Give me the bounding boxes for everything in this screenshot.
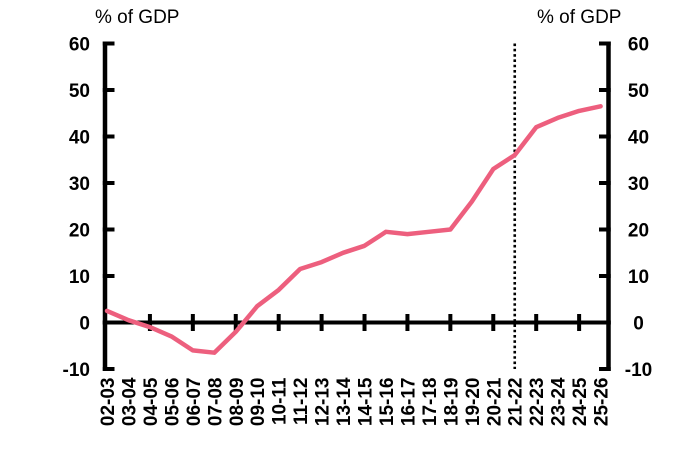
x-axis-label: 10-11 — [270, 377, 291, 425]
y-axis-label-left: 10 — [69, 267, 90, 288]
x-axis-label: 23-24 — [549, 377, 570, 426]
right-axis-title: % of GDP — [537, 7, 622, 28]
x-axis-label: 02-03 — [98, 378, 119, 427]
y-axis-label-right: 60 — [628, 35, 649, 56]
x-axis-label: 09-10 — [248, 378, 269, 427]
y-axis-label-right: -10 — [625, 360, 652, 381]
x-axis-label: 04-05 — [141, 377, 162, 426]
y-axis-label-left: 50 — [69, 81, 90, 102]
x-axis-label: 12-13 — [313, 378, 334, 427]
x-axis-label: 05-06 — [162, 378, 183, 427]
x-axis-label: 03-04 — [119, 377, 140, 426]
y-axis-label-left: 40 — [69, 128, 90, 149]
x-axis-label: 08-09 — [227, 378, 248, 427]
x-axis-label: 17-18 — [420, 378, 441, 427]
x-axis-label: 25-26 — [592, 378, 613, 427]
x-axis-label: 24-25 — [570, 377, 591, 426]
x-axis-label: 18-19 — [441, 378, 462, 427]
x-axis-label: 13-14 — [334, 377, 355, 426]
y-axis-label-right: 20 — [628, 221, 649, 242]
x-axis-label: 16-17 — [398, 378, 419, 427]
y-axis-label-right: 40 — [628, 128, 649, 149]
x-axis-label: 21-22 — [506, 378, 527, 427]
x-axis-label: 14-15 — [356, 377, 377, 426]
x-axis-label: 07-08 — [205, 378, 226, 427]
y-axis-label-left: 0 — [79, 314, 90, 335]
y-axis-label-right: 0 — [633, 314, 644, 335]
x-axis-label: 20-21 — [484, 377, 505, 426]
x-axis-label: 19-20 — [463, 378, 484, 427]
y-axis-label-left: 20 — [69, 221, 90, 242]
y-axis-label-right: 10 — [628, 267, 649, 288]
x-axis-label: 11-12 — [291, 378, 312, 426]
x-axis-label: 22-23 — [527, 378, 548, 427]
y-axis-label-left: -10 — [63, 360, 90, 381]
data-line — [104, 104, 603, 355]
y-axis-label-right: 30 — [628, 174, 649, 195]
left-axis-title: % of GDP — [95, 7, 180, 28]
y-axis-label-right: 50 — [628, 81, 649, 102]
y-axis-label-left: 30 — [69, 174, 90, 195]
x-axis-label: 15-16 — [377, 378, 398, 427]
x-axis-label: 06-07 — [184, 378, 205, 427]
y-axis-label-left: 60 — [69, 35, 90, 56]
